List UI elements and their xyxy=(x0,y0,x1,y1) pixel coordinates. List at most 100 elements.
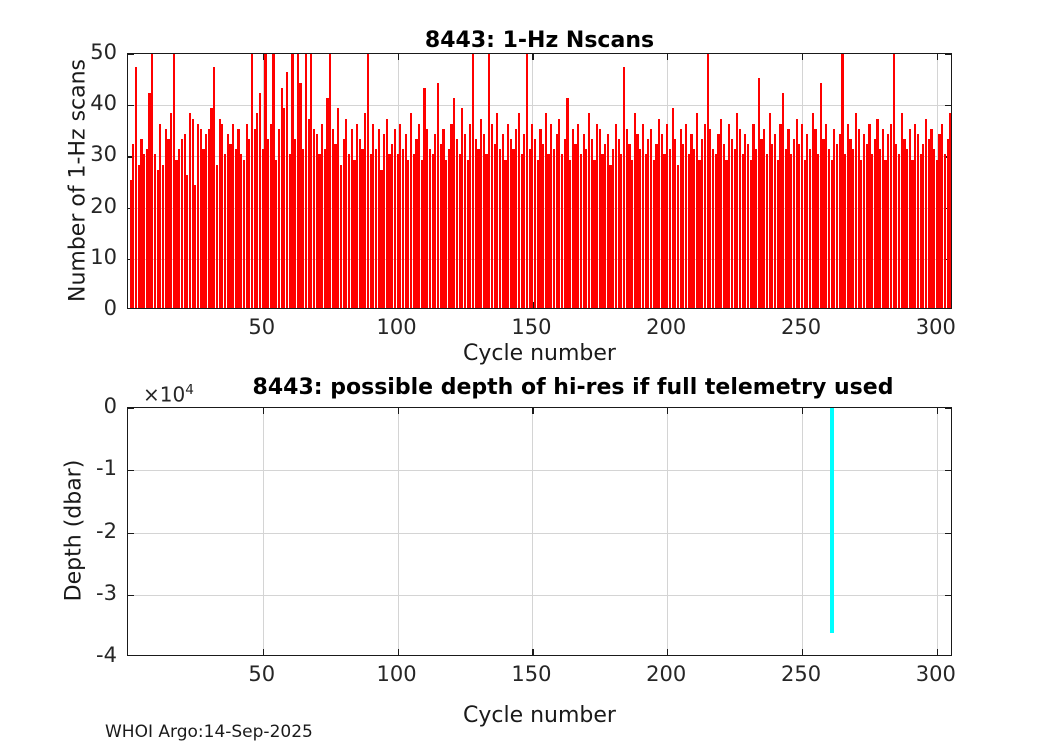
bar xyxy=(221,123,224,308)
bar xyxy=(275,159,278,308)
x-tick-label: 200 xyxy=(646,662,687,686)
x-tick-label: 50 xyxy=(248,315,276,339)
bar xyxy=(550,123,553,308)
y-tick-label: -3 xyxy=(96,580,117,605)
bar xyxy=(649,128,653,308)
bar xyxy=(814,128,817,308)
bar xyxy=(334,144,337,308)
bar xyxy=(361,149,364,308)
bar xyxy=(639,149,642,308)
x-tick-top xyxy=(262,408,264,414)
bar xyxy=(620,154,623,308)
bar xyxy=(663,154,666,308)
bar xyxy=(229,144,232,308)
gridline-vertical xyxy=(802,408,804,655)
bar xyxy=(331,128,334,308)
bar xyxy=(485,154,488,308)
bar xyxy=(296,54,299,308)
bar xyxy=(436,82,440,308)
y-tick-label: -4 xyxy=(96,643,117,667)
x-tick xyxy=(667,649,669,655)
bar xyxy=(415,139,418,308)
bar xyxy=(827,149,831,308)
x-tick-label: 100 xyxy=(376,315,417,339)
bar xyxy=(660,133,663,308)
bar xyxy=(310,54,313,308)
bar xyxy=(687,154,690,308)
bar xyxy=(795,118,798,308)
y-tick-label: -2 xyxy=(96,518,117,543)
bar xyxy=(180,139,183,308)
bar xyxy=(280,87,283,308)
bar xyxy=(652,159,655,308)
bar xyxy=(819,82,822,308)
bar xyxy=(418,123,421,308)
x-tick-top xyxy=(532,408,534,414)
bar xyxy=(259,92,262,308)
bar xyxy=(622,67,626,308)
bar xyxy=(666,123,669,308)
gridline-vertical xyxy=(667,408,669,655)
bar xyxy=(339,164,343,308)
bar xyxy=(132,144,135,308)
bar xyxy=(183,133,186,308)
bar xyxy=(703,123,707,308)
bar xyxy=(399,123,402,308)
bar xyxy=(889,123,893,308)
y-tick-right xyxy=(945,54,951,56)
bar xyxy=(539,128,542,308)
bar xyxy=(811,113,814,308)
bar xyxy=(496,113,499,308)
bar xyxy=(817,154,820,308)
bar xyxy=(763,128,766,308)
bar xyxy=(423,87,426,308)
bar xyxy=(717,133,720,308)
bar xyxy=(404,133,407,308)
bar xyxy=(388,154,391,308)
x-tick xyxy=(397,649,399,655)
y-tick-right xyxy=(945,470,951,472)
depth-line xyxy=(829,408,834,633)
bar xyxy=(482,133,485,308)
bar xyxy=(614,123,618,308)
bar xyxy=(784,149,787,308)
bar xyxy=(582,133,585,308)
bar xyxy=(442,128,445,308)
bar xyxy=(256,113,259,308)
bar xyxy=(943,154,946,308)
bar xyxy=(574,144,577,308)
bar xyxy=(267,139,270,308)
bar xyxy=(609,164,612,308)
bar xyxy=(838,133,841,308)
bar xyxy=(528,149,531,308)
bar xyxy=(679,128,682,308)
bar xyxy=(374,149,378,308)
bar xyxy=(358,139,361,308)
bar xyxy=(949,113,951,308)
gridline-vertical xyxy=(397,408,399,655)
subplot1-title: 8443: 1-Hz Nscans xyxy=(424,28,655,53)
bar xyxy=(178,149,181,308)
bar xyxy=(587,113,591,308)
bar xyxy=(773,133,777,308)
bar xyxy=(544,113,547,308)
bar xyxy=(924,118,928,308)
bar xyxy=(833,128,836,308)
bar xyxy=(852,149,855,308)
bar xyxy=(552,149,556,308)
bar xyxy=(148,92,151,308)
bar xyxy=(900,113,903,308)
bar xyxy=(566,98,569,308)
bar xyxy=(644,154,647,308)
bar xyxy=(606,133,609,308)
bar xyxy=(927,139,930,308)
x-tick-label: 300 xyxy=(915,315,956,339)
bar xyxy=(776,159,779,308)
subplot2-axes xyxy=(127,407,952,656)
bar xyxy=(908,128,911,308)
bar xyxy=(803,159,806,308)
bar xyxy=(393,128,396,308)
y-tick xyxy=(128,532,134,534)
bar xyxy=(841,54,844,308)
